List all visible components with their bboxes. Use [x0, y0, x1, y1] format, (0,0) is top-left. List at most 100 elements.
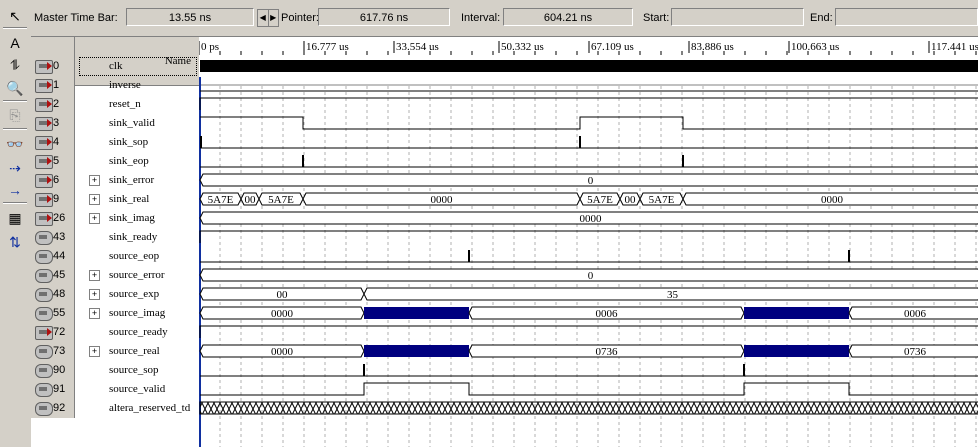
signal-name: altera_reserved_td [109, 402, 191, 414]
output-pin-icon [35, 345, 53, 359]
signal-index: 73 [53, 345, 66, 357]
start-field[interactable] [671, 8, 804, 26]
signal-row[interactable]: 91 source_valid [31, 380, 199, 399]
time-tick-label: 50.332 us [501, 41, 544, 53]
signal-row[interactable]: 9 + sink_real [31, 190, 199, 209]
bus-value-label: 0000 [271, 308, 294, 320]
end-label: End: [810, 12, 833, 24]
time-bar: Master Time Bar: 13.55 ns ◀ ▶ Pointer: 61… [31, 0, 978, 37]
signal-row[interactable]: 48 + source_exp [31, 285, 199, 304]
signal-row[interactable]: 26 + sink_imag [31, 209, 199, 228]
waveform-editing-tool-icon[interactable]: ⥮ [9, 56, 21, 73]
input-pin-icon [35, 326, 53, 340]
text-tool-icon[interactable]: A [10, 35, 20, 51]
signal-row[interactable]: 3 sink_valid [31, 114, 199, 133]
expand-bus-icon[interactable]: + [89, 270, 100, 281]
find-next-icon[interactable]: ⇢ [9, 159, 21, 176]
source-ready-waveform [199, 325, 978, 338]
find-icon[interactable]: 👓 [6, 135, 24, 152]
expand-bus-icon[interactable]: + [89, 289, 100, 300]
signal-name-panel: Name 0 clk 1 inverse 2 reset_n 3 sink_valid 4 sin… [31, 37, 199, 447]
next-transition-icon[interactable]: → [8, 182, 22, 198]
input-pin-icon [35, 98, 53, 112]
signal-index: 5 [53, 155, 60, 167]
bus-value-label: 0000 [431, 194, 454, 206]
signal-name: sink_valid [109, 117, 155, 129]
step-left-icon[interactable]: ◀ [258, 10, 269, 26]
signal-row[interactable]: 72 source_ready [31, 323, 199, 342]
signal-name: source_exp [109, 288, 160, 300]
source-imag-bus-segment [848, 306, 978, 320]
expand-bus-icon[interactable]: + [89, 308, 100, 319]
signal-index: 90 [53, 364, 66, 376]
expand-bus-icon[interactable]: + [89, 175, 100, 186]
signal-row[interactable]: 73 + source_real [31, 342, 199, 361]
sink-valid-waveform [200, 116, 978, 130]
input-pin-icon [35, 117, 53, 131]
signal-name: sink_error [109, 174, 155, 186]
master-time-bar-label: Master Time Bar: [34, 12, 118, 24]
signal-index: 26 [53, 212, 66, 224]
signal-index: 6 [53, 174, 60, 186]
step-right-icon[interactable]: ▶ [270, 13, 277, 22]
clk-waveform [200, 60, 978, 72]
signal-index: 0 [53, 60, 60, 72]
bus-value-label: 0006 [596, 308, 619, 320]
copy-icon[interactable]: ⎘ [9, 106, 21, 123]
signal-index: 91 [53, 383, 66, 395]
signal-row[interactable]: 5 sink_eop [31, 152, 199, 171]
interval-field: 604.21 ns [503, 8, 633, 26]
expand-bus-icon[interactable]: + [89, 213, 100, 224]
signal-row[interactable]: 90 source_sop [31, 361, 199, 380]
bus-value-label: 00 [245, 194, 257, 206]
undefined-value-hatch [199, 401, 978, 415]
input-pin-icon [35, 155, 53, 169]
source-valid-waveform [200, 382, 978, 396]
signal-name: sink_ready [109, 231, 158, 243]
bus-value-label: 35 [667, 289, 679, 301]
expand-bus-icon[interactable]: + [89, 194, 100, 205]
signal-row[interactable]: 6 + sink_error [31, 171, 199, 190]
signal-row[interactable]: 2 reset_n [31, 95, 199, 114]
group-icon[interactable]: ▦ [8, 209, 22, 226]
signal-row[interactable]: 1 inverse [31, 76, 199, 95]
input-pin-icon [35, 193, 53, 207]
signal-name: source_ready [109, 326, 168, 338]
selection-tool-icon[interactable]: ↖ [9, 7, 21, 24]
signal-row[interactable]: 0 clk [31, 57, 199, 76]
signal-index: 45 [53, 269, 66, 281]
waveform-canvas[interactable]: 0 ps 16.777 us 33.554 us 50.332 us 67.109 us… [199, 37, 978, 447]
bus-dense-transitions [364, 307, 469, 319]
signal-index: 72 [53, 326, 66, 338]
waveform-panel[interactable]: 0 ps 16.777 us 33.554 us 50.332 us 67.109 us… [199, 37, 978, 447]
end-field[interactable] [835, 8, 978, 26]
sort-icon[interactable]: ⇅ [9, 233, 21, 250]
signal-index: 3 [53, 117, 60, 129]
master-time-bar-field[interactable]: 13.55 ns [126, 8, 254, 26]
bus-value-label: 0 [588, 270, 594, 282]
signal-row[interactable]: 92 altera_reserved_td [31, 399, 199, 418]
signal-row[interactable]: 43 sink_ready [31, 228, 199, 247]
signal-index: 2 [53, 98, 60, 110]
signal-name: inverse [109, 79, 141, 91]
output-pin-icon [35, 250, 53, 264]
input-pin-icon [35, 79, 53, 93]
bus-value-label: 0736 [904, 346, 927, 358]
signal-row[interactable]: 55 + source_imag [31, 304, 199, 323]
signal-name: source_valid [109, 383, 166, 395]
reset-n-waveform [199, 97, 978, 110]
master-time-bar-spinner[interactable]: ◀ ▶ [257, 9, 279, 27]
output-pin-icon [35, 288, 53, 302]
signal-name: source_eop [109, 250, 160, 262]
signal-row[interactable]: 44 source_eop [31, 247, 199, 266]
time-tick-label: 100.663 us [791, 41, 839, 53]
bus-dense-transitions [744, 307, 849, 319]
signal-row[interactable]: 4 sink_sop [31, 133, 199, 152]
output-pin-icon [35, 269, 53, 283]
zoom-tool-icon[interactable]: 🔍 [6, 79, 24, 96]
signal-index: 55 [53, 307, 66, 319]
signal-row[interactable]: 45 + source_error [31, 266, 199, 285]
expand-bus-icon[interactable]: + [89, 346, 100, 357]
signal-name: reset_n [109, 98, 141, 110]
bus-value-label: 0000 [821, 194, 844, 206]
